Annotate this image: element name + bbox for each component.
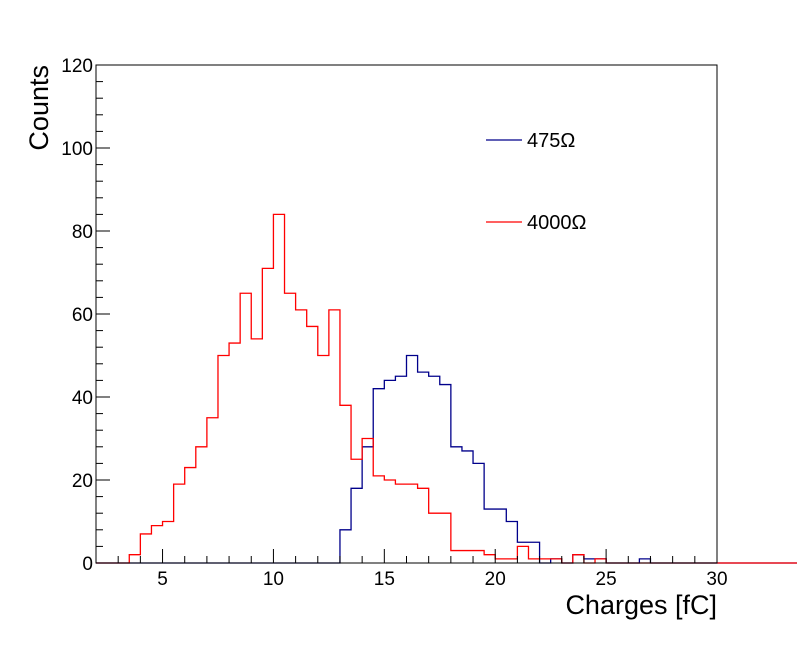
x-tick-label: 15 (374, 569, 395, 590)
legend-label: 475Ω (527, 130, 575, 152)
tick-layer (95, 64, 718, 564)
y-tick-label: 100 (61, 139, 93, 160)
tick-label-layer: 5 10 15 20 25 30 0 20 40 60 80 100 120 (61, 56, 727, 590)
y-tick-label: 20 (72, 471, 93, 492)
legend: 475Ω 4000Ω (486, 130, 586, 234)
y-tick-label: 40 (72, 388, 93, 409)
y-tick-label: 0 (82, 554, 93, 575)
y-tick-label: 80 (72, 222, 93, 243)
y-tick-label: 60 (72, 305, 93, 326)
x-tick-label: 20 (485, 569, 506, 590)
x-tick-label: 30 (706, 569, 727, 590)
x-tick-label: 25 (596, 569, 617, 590)
x-tick-label: 10 (263, 569, 284, 590)
x-tick-label: 5 (157, 569, 168, 590)
x-axis-title: Charges [fC] (565, 590, 717, 620)
y-axis-title: Counts (24, 65, 54, 151)
legend-label: 4000Ω (527, 212, 586, 234)
y-tick-label: 120 (61, 56, 93, 77)
